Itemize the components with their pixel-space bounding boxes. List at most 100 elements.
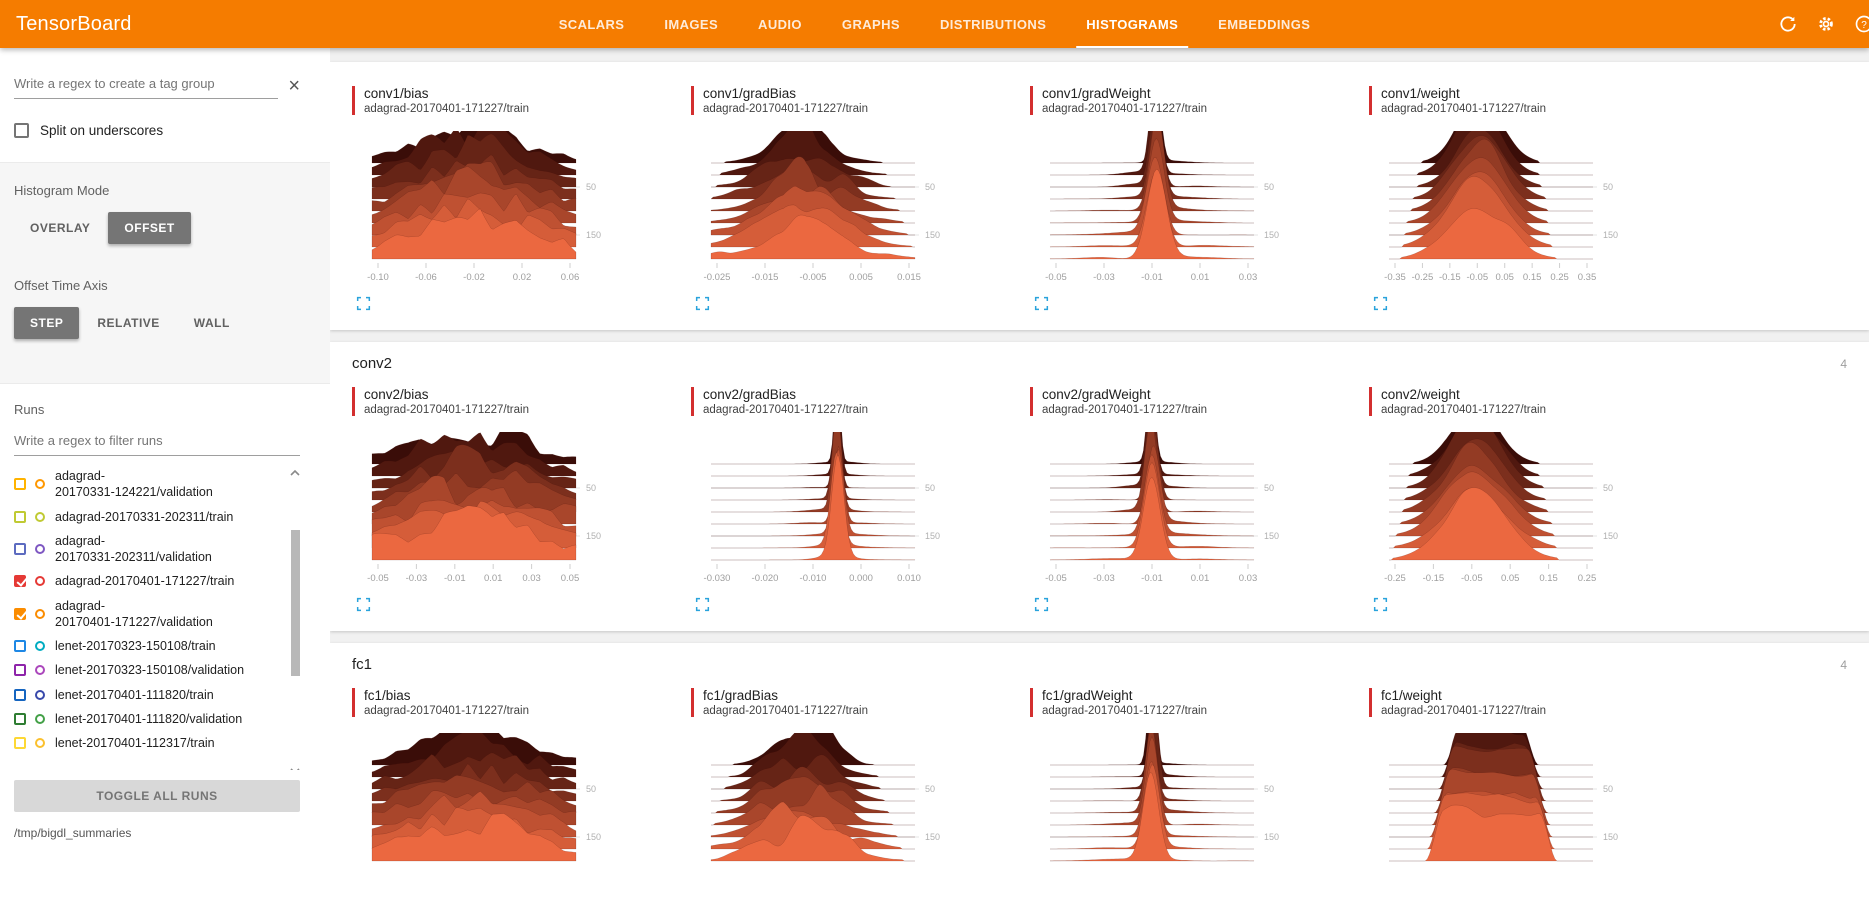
tab-embeddings[interactable]: EMBEDDINGS bbox=[1218, 16, 1311, 32]
scroll-down-icon[interactable] bbox=[289, 762, 300, 770]
run-isolator-circle[interactable] bbox=[35, 738, 45, 749]
run-checkbox[interactable] bbox=[14, 607, 26, 620]
histogram-chart[interactable]: 50 150 -0.25 -0.15 -0.05 0.05 0.15 0.25 bbox=[1381, 430, 1641, 588]
settings-icon[interactable] bbox=[1815, 13, 1837, 35]
run-checkbox[interactable] bbox=[14, 640, 26, 653]
run-item[interactable]: lenet-20170323-150108/validation bbox=[14, 658, 300, 682]
svg-text:-0.25: -0.25 bbox=[1412, 272, 1434, 283]
chart-plot-area[interactable]: 50 150 bbox=[364, 731, 691, 894]
svg-text:50: 50 bbox=[586, 483, 596, 493]
tab-histograms[interactable]: HISTOGRAMS bbox=[1066, 0, 1198, 48]
expand-chart-icon[interactable] bbox=[1371, 597, 1389, 615]
tab-images[interactable]: IMAGES bbox=[664, 16, 719, 32]
chart-plot-area[interactable]: 50 150 bbox=[703, 731, 1030, 894]
clear-icon[interactable]: × bbox=[288, 74, 300, 97]
run-checkbox[interactable] bbox=[14, 737, 26, 750]
chart-plot-area[interactable]: 50 150 -0.25 -0.15 -0.05 0.05 0.15 0.25 bbox=[1381, 430, 1708, 593]
expand-chart-icon[interactable] bbox=[1032, 296, 1050, 314]
split-underscores-checkbox[interactable]: Split on underscores bbox=[14, 123, 300, 138]
run-checkbox[interactable] bbox=[14, 478, 26, 491]
tab-scalars[interactable]: SCALARS bbox=[558, 16, 625, 32]
chart-plot-area[interactable]: 50 150 -0.05 -0.03 -0.01 0.01 0.03 bbox=[1042, 129, 1369, 292]
offset-axis-step-button[interactable]: STEP bbox=[14, 307, 80, 339]
svg-text:0.01: 0.01 bbox=[1191, 272, 1210, 283]
ridge-plot bbox=[1388, 131, 1594, 260]
chart-plot-area[interactable]: 50 150 bbox=[1381, 731, 1708, 894]
histogram-chart[interactable]: 50 150 -0.030 -0.020 -0.010 0.000 0.010 bbox=[703, 430, 963, 588]
refresh-icon[interactable] bbox=[1777, 13, 1799, 35]
tab-graphs[interactable]: GRAPHS bbox=[841, 16, 900, 32]
run-item[interactable]: lenet-20170401-111820/validation bbox=[14, 707, 300, 731]
svg-text:0.01: 0.01 bbox=[1191, 573, 1210, 584]
chart-plot-area[interactable]: 50 150 -0.05 -0.03 -0.01 0.01 0.03 bbox=[1042, 430, 1369, 593]
runs-scrollbar[interactable] bbox=[288, 464, 300, 770]
chart-plot-area[interactable]: 50 150 -0.35 -0.25 -0.15 -0.05 0.05 0.15 0.25 0.3… bbox=[1381, 129, 1708, 292]
chart-plot-area[interactable]: 50 150 -0.030 -0.020 -0.010 0.000 0.010 bbox=[703, 430, 1030, 593]
chart-plot-area[interactable]: 50 150 -0.05 -0.03 -0.01 0.01 0.03 0.05 bbox=[364, 430, 691, 593]
histogram-mode-offset-button[interactable]: OFFSET bbox=[108, 212, 191, 244]
svg-text:-0.05: -0.05 bbox=[1466, 272, 1488, 283]
histogram-chart[interactable]: 50 150 -0.05 -0.03 -0.01 0.01 0.03 bbox=[1042, 129, 1302, 287]
tab-distributions[interactable]: DISTRIBUTIONS bbox=[939, 16, 1047, 32]
run-item[interactable]: lenet-20170401-111820/train bbox=[14, 683, 300, 707]
run-isolator-circle[interactable] bbox=[35, 689, 45, 700]
run-isolator-circle[interactable] bbox=[35, 576, 45, 587]
offset-axis-wall-button[interactable]: WALL bbox=[178, 307, 246, 339]
tag-group-regex-input[interactable] bbox=[14, 72, 279, 99]
svg-text:150: 150 bbox=[1264, 832, 1279, 842]
run-checkbox[interactable] bbox=[14, 664, 26, 677]
run-isolator-circle[interactable] bbox=[35, 544, 45, 554]
run-item[interactable]: adagrad- 20170401-171227/validation bbox=[14, 594, 300, 635]
help-icon[interactable]: ? bbox=[1853, 13, 1869, 35]
histogram-chart[interactable]: 50 150 -0.35 -0.25 -0.15 -0.05 0.05 0.15 0.25 0.3… bbox=[1381, 129, 1641, 287]
histogram-chart[interactable]: 50 150 -0.05 -0.03 -0.01 0.01 0.03 bbox=[1042, 430, 1302, 588]
run-item[interactable]: lenet-20170401-112317/train bbox=[14, 731, 300, 755]
run-isolator-circle[interactable] bbox=[35, 608, 45, 619]
expand-chart-icon[interactable] bbox=[354, 597, 372, 615]
svg-text:-0.01: -0.01 bbox=[1141, 272, 1163, 283]
run-checkbox[interactable] bbox=[14, 543, 26, 555]
run-isolator-circle[interactable] bbox=[35, 479, 45, 490]
category-header[interactable]: conv2 4 bbox=[330, 342, 1869, 377]
histogram-chart[interactable]: 50 150 bbox=[703, 731, 963, 889]
histogram-chart[interactable]: 50 150 bbox=[1042, 731, 1302, 889]
expand-chart-icon[interactable] bbox=[354, 296, 372, 314]
offset-axis-relative-button[interactable]: RELATIVE bbox=[81, 307, 175, 339]
run-checkbox[interactable] bbox=[14, 688, 26, 701]
expand-chart-icon[interactable] bbox=[1032, 597, 1050, 615]
histogram-chart[interactable]: 50 150 -0.05 -0.03 -0.01 0.01 0.03 0.05 bbox=[364, 430, 624, 588]
run-item[interactable]: adagrad- 20170331-202311/validation bbox=[14, 529, 300, 570]
runs-regex-input[interactable] bbox=[14, 429, 300, 456]
run-isolator-circle[interactable] bbox=[35, 665, 45, 676]
scrollbar-thumb[interactable] bbox=[291, 530, 300, 676]
chart-plot-area[interactable]: 50 150 bbox=[1042, 731, 1369, 894]
run-item[interactable]: adagrad-20170401-171227/train bbox=[14, 569, 300, 593]
run-item[interactable]: adagrad- 20170331-124221/validation bbox=[14, 464, 300, 505]
histogram-mode-overlay-button[interactable]: OVERLAY bbox=[14, 212, 106, 244]
run-checkbox[interactable] bbox=[14, 575, 26, 588]
histogram-chart[interactable]: 50 150 bbox=[364, 731, 624, 889]
expand-chart-icon[interactable] bbox=[1371, 296, 1389, 314]
chart-plot-area[interactable]: 50 150 -0.025 -0.015 -0.005 0.005 0.015 bbox=[703, 129, 1030, 292]
run-checkbox[interactable] bbox=[14, 712, 26, 725]
expand-chart-icon[interactable] bbox=[693, 597, 711, 615]
histogram-chart[interactable]: 50 150 -0.025 -0.015 -0.005 0.005 0.015 bbox=[703, 129, 963, 287]
scroll-up-icon[interactable] bbox=[289, 464, 300, 476]
run-checkbox[interactable] bbox=[14, 510, 26, 523]
histogram-chart[interactable]: 50 150 -0.10 -0.06 -0.02 0.02 0.06 bbox=[364, 129, 624, 287]
tab-audio[interactable]: AUDIO bbox=[758, 16, 802, 32]
histogram-card: conv2/gradBias adagrad-20170401-171227/tr… bbox=[691, 387, 1030, 617]
chart-title-block: conv1/weight adagrad-20170401-171227/trai… bbox=[1369, 86, 1708, 115]
run-isolator-circle[interactable] bbox=[35, 641, 45, 652]
run-isolator-circle[interactable] bbox=[35, 511, 45, 522]
svg-text:50: 50 bbox=[1264, 182, 1274, 192]
run-item[interactable]: lenet-20170323-150108/train bbox=[14, 634, 300, 658]
run-item[interactable]: adagrad-20170331-202311/train bbox=[14, 505, 300, 529]
category-header[interactable]: fc1 4 bbox=[330, 643, 1869, 678]
toggle-all-runs-button[interactable]: TOGGLE ALL RUNS bbox=[14, 780, 300, 812]
expand-chart-icon[interactable] bbox=[693, 296, 711, 314]
run-isolator-circle[interactable] bbox=[35, 713, 45, 724]
chart-run-name: adagrad-20170401-171227/train bbox=[1381, 404, 1546, 416]
chart-plot-area[interactable]: 50 150 -0.10 -0.06 -0.02 0.02 0.06 bbox=[364, 129, 691, 292]
histogram-chart[interactable]: 50 150 bbox=[1381, 731, 1641, 889]
